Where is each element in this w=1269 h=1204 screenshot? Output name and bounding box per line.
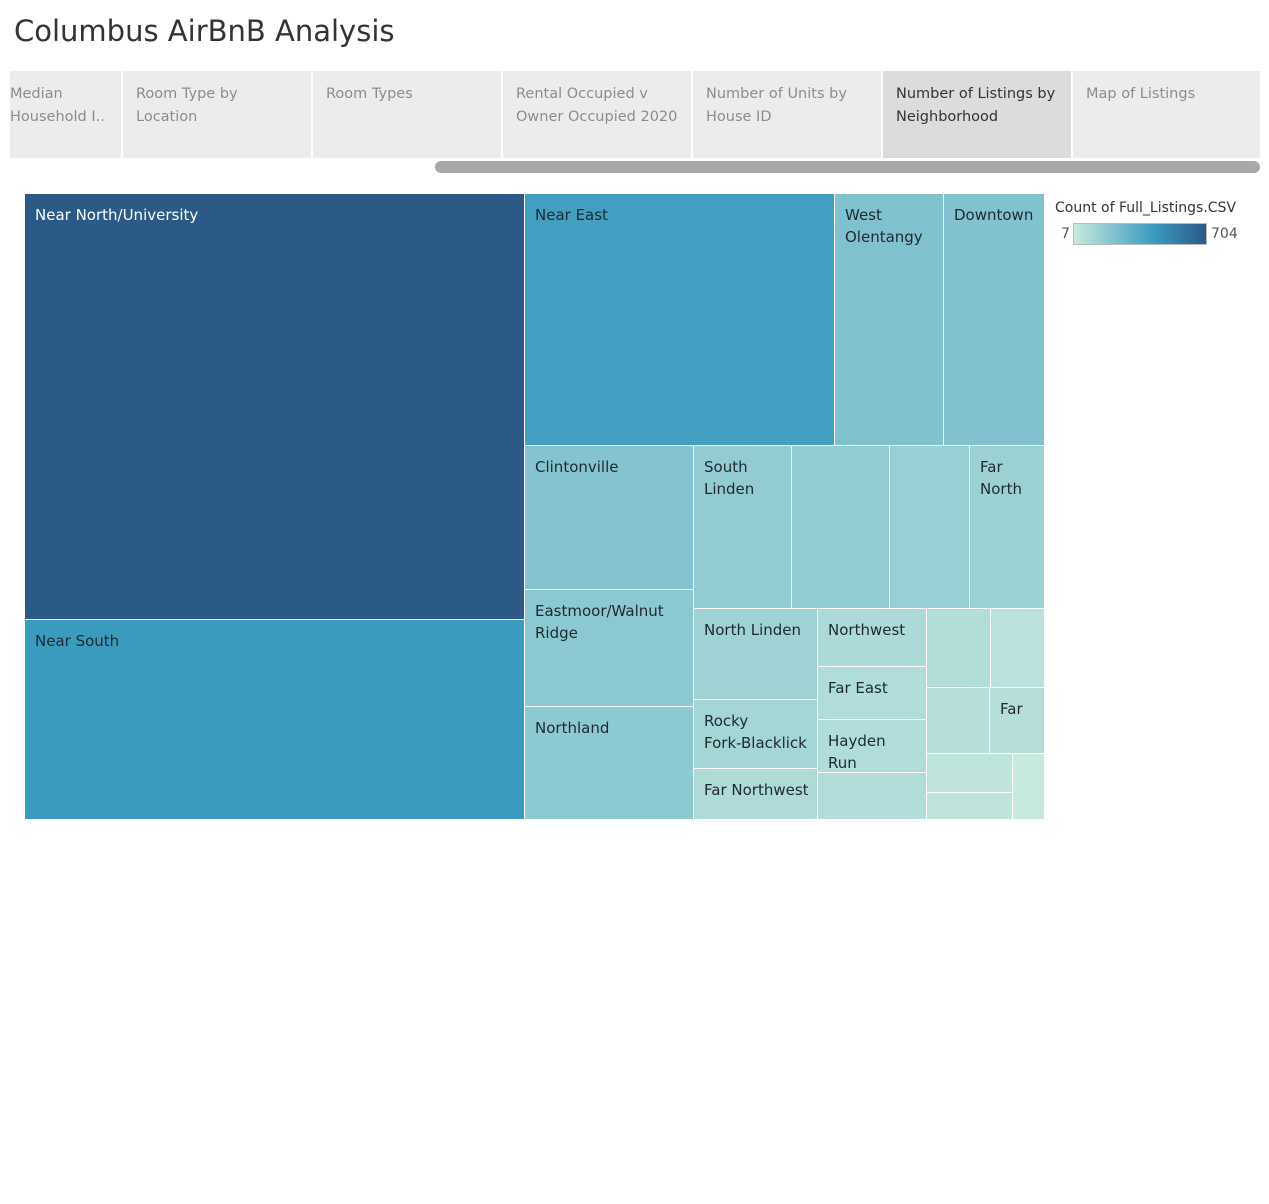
treemap-cell-unlabeled-23[interactable] <box>927 754 1013 793</box>
tab-room-type-by-location[interactable]: Room Type by Location <box>123 71 311 158</box>
treemap-cell-far-north[interactable]: Far North <box>970 446 1045 609</box>
tab-map-of-listings[interactable]: Map of Listings <box>1073 71 1260 158</box>
treemap-cell-unlabeled-20[interactable] <box>991 609 1045 688</box>
treemap-cell-rocky-fork-blacklick[interactable]: Rocky Fork-Blacklick <box>694 700 818 769</box>
dashboard-tab-strip: Median Household I.. Room Type by Locati… <box>10 71 1260 158</box>
tab-strip-scrollbar-thumb[interactable] <box>435 161 1260 173</box>
treemap-cell-unlabeled-8[interactable] <box>890 446 970 609</box>
treemap-cell-far[interactable]: Far <box>990 688 1045 754</box>
treemap-cell-label: Far East <box>828 679 888 697</box>
treemap-cell-label: Northwest <box>828 621 906 639</box>
treemap-cell-near-south[interactable]: Near South <box>25 620 525 820</box>
treemap-cell-unlabeled-24[interactable] <box>927 793 1013 820</box>
treemap-cell-label: North Linden <box>704 621 802 639</box>
treemap-cell-label: Near North/University <box>35 206 199 224</box>
legend-title: Count of Full_Listings.CSV <box>1055 200 1237 216</box>
color-legend: Count of Full_Listings.CSV 7 704 <box>1055 200 1255 260</box>
tab-rental-occupied-v-owner-occupied[interactable]: Rental Occupied v Owner Occupied 2020 <box>503 71 691 158</box>
legend-color-ramp <box>1073 223 1207 245</box>
treemap-cell-label: Downtown <box>954 206 1034 224</box>
treemap-cell-label: Clintonville <box>535 458 619 476</box>
treemap-cell-label: Far <box>1000 700 1023 718</box>
treemap-cell-label: Northland <box>535 719 610 737</box>
tab-number-of-listings-by-neighborhood[interactable]: Number of Listings by Neighborhood <box>883 71 1071 158</box>
tab-number-of-units-by-house-id[interactable]: Number of Units by House ID <box>693 71 881 158</box>
treemap-cell-northwest[interactable]: Northwest <box>818 609 927 667</box>
treemap-cell-label: West Olentangy <box>845 206 923 246</box>
legend-min-value: 7 <box>1061 226 1070 242</box>
dashboard-title: Columbus AirBnB Analysis <box>14 14 395 48</box>
treemap-cell-label: Near East <box>535 206 608 224</box>
tab-strip-scrollbar[interactable] <box>435 161 1260 173</box>
treemap-cell-label: Eastmoor/Walnut Ridge <box>535 602 664 642</box>
treemap-cell-near-north-university[interactable]: Near North/University <box>25 194 525 620</box>
treemap-cell-far-east[interactable]: Far East <box>818 667 927 720</box>
tab-room-types[interactable]: Room Types <box>313 71 501 158</box>
treemap-cell-west-olentangy[interactable]: West Olentangy <box>835 194 944 446</box>
treemap-cell-near-east[interactable]: Near East <box>525 194 835 446</box>
treemap-cell-unlabeled-19[interactable] <box>927 609 991 688</box>
treemap-cell-downtown[interactable]: Downtown <box>944 194 1045 446</box>
treemap-cell-north-linden[interactable]: North Linden <box>694 609 818 700</box>
treemap-cell-hayden-run[interactable]: Hayden Run <box>818 720 927 773</box>
treemap-cell-label: Far Northwest <box>704 781 809 799</box>
treemap-cell-label: Far North <box>980 458 1022 498</box>
treemap-cell-south-linden[interactable]: South Linden <box>694 446 792 609</box>
listings-treemap: Near North/University Near South Near East… <box>25 194 1045 820</box>
treemap-cell-unlabeled-21[interactable] <box>927 688 990 754</box>
treemap-cell-unlabeled-25[interactable] <box>1013 754 1045 820</box>
treemap-cell-label: South Linden <box>704 458 755 498</box>
treemap-cell-label: Rocky Fork-Blacklick <box>704 712 807 752</box>
treemap-cell-label: Near South <box>35 632 120 650</box>
treemap-cell-clintonville[interactable]: Clintonville <box>525 446 694 590</box>
treemap-cell-unlabeled-18[interactable] <box>818 773 927 820</box>
treemap-cell-far-northwest[interactable]: Far Northwest <box>694 769 818 820</box>
treemap-cell-northland[interactable]: Northland <box>525 707 694 820</box>
treemap-cell-label: Hayden Run <box>828 732 886 772</box>
legend-max-value: 704 <box>1211 226 1238 242</box>
treemap-cell-eastmoor-walnut-ridge[interactable]: Eastmoor/Walnut Ridge <box>525 590 694 707</box>
tab-median-household-income[interactable]: Median Household I.. <box>10 71 121 158</box>
treemap-cell-unlabeled-7[interactable] <box>792 446 890 609</box>
